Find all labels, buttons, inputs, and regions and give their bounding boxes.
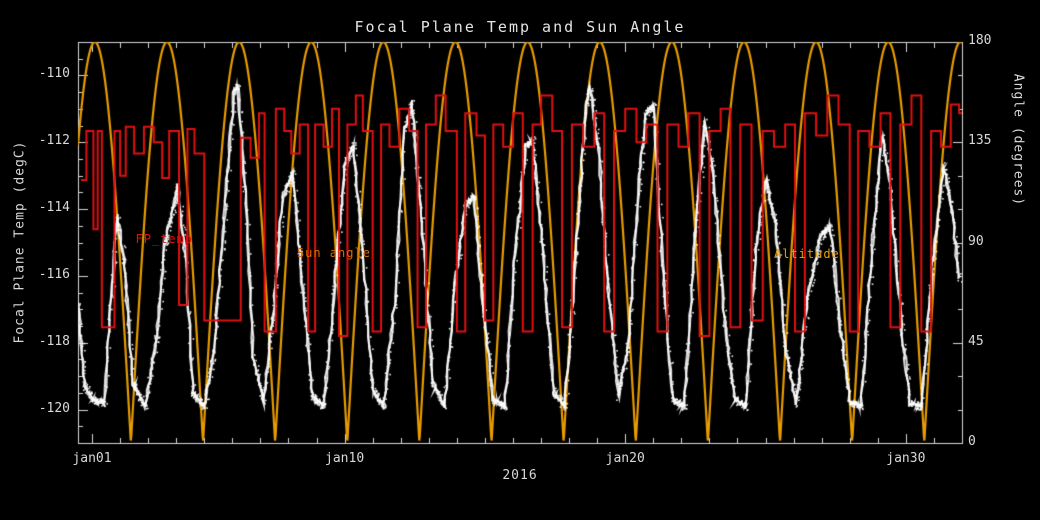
series-label: FP_temp <box>135 232 194 247</box>
series-label: Altitude <box>773 246 840 261</box>
y-left-tick-label: -114 <box>38 200 70 216</box>
series-label: Sun angle <box>296 245 371 260</box>
y-right-tick-label: 45 <box>968 333 984 349</box>
y-right-tick-label: 0 <box>968 434 976 449</box>
x-tick-label: jan20 <box>605 451 645 466</box>
y-right-tick-label: 90 <box>968 233 984 249</box>
y-left-tick-label: -116 <box>38 266 70 282</box>
y-left-tick-label: -118 <box>38 333 70 349</box>
y-axis-label-right: Angle (degrees) <box>1010 73 1026 207</box>
y-axis-label-left: Focal Plane Temp (degC) <box>12 140 28 344</box>
y-right-tick-label: 180 <box>968 33 992 48</box>
chart-title: Focal Plane Temp and Sun Angle <box>354 18 686 36</box>
y-left-tick-label: -110 <box>38 66 70 82</box>
x-tick-label: jan30 <box>886 451 926 466</box>
y-right-tick-label: 135 <box>968 133 992 149</box>
x-tick-label: jan10 <box>325 451 365 466</box>
y-left-tick-label: -120 <box>38 400 70 416</box>
x-axis-label: 2016 <box>502 468 538 483</box>
x-tick-label: jan01 <box>72 451 112 466</box>
y-left-tick-label: -112 <box>38 133 70 149</box>
